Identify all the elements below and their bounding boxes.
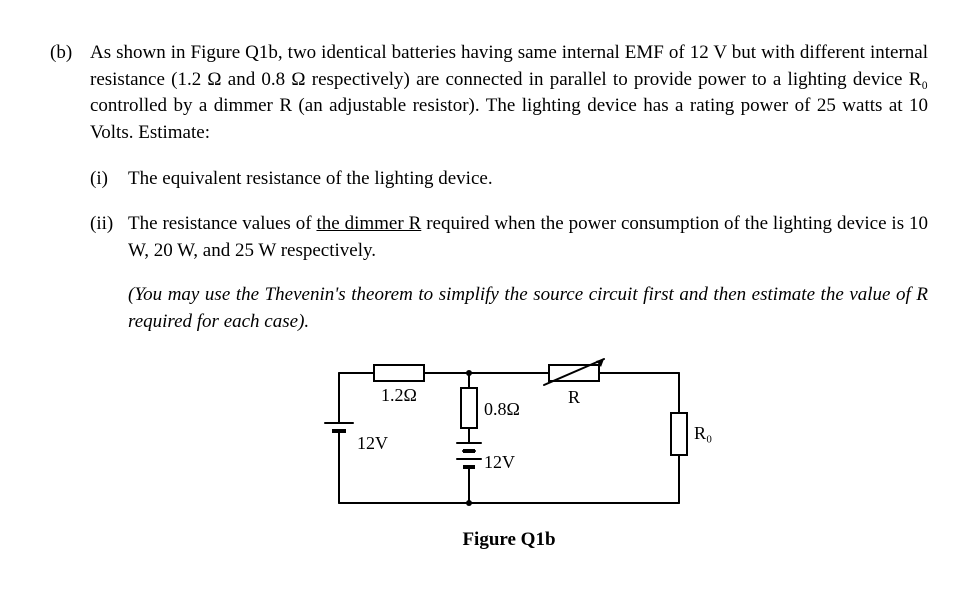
svg-text:R₀: R₀ <box>694 423 712 443</box>
subpart-ii-text-pre: The resistance values of <box>128 213 316 234</box>
subpart-i-text: The equivalent resistance of the lightin… <box>128 166 928 193</box>
figure-caption: Figure Q1b <box>90 527 928 554</box>
subpart-i: (i) The equivalent resistance of the lig… <box>90 166 928 193</box>
question-label: (b) <box>50 40 90 67</box>
svg-text:12V: 12V <box>357 433 388 453</box>
svg-text:1.2Ω: 1.2Ω <box>381 385 417 405</box>
question-b: (b) As shown in Figure Q1b, two identica… <box>50 40 928 554</box>
svg-text:12V: 12V <box>484 452 515 472</box>
question-intro: As shown in Figure Q1b, two identical ba… <box>90 40 928 146</box>
subpart-i-label: (i) <box>90 166 128 193</box>
subpart-ii: (ii) The resistance values of the dimmer… <box>90 211 928 335</box>
subpart-ii-hint: (You may use the Thevenin's theorem to s… <box>128 282 928 335</box>
svg-text:0.8Ω: 0.8Ω <box>484 399 520 419</box>
svg-text:R: R <box>568 387 580 407</box>
subpart-ii-label: (ii) <box>90 211 128 335</box>
question-body: As shown in Figure Q1b, two identical ba… <box>90 40 928 554</box>
subpart-ii-underlined: the dimmer R <box>316 213 421 234</box>
subpart-ii-body: The resistance values of the dimmer R re… <box>128 211 928 335</box>
circuit-diagram: 1.2Ω 0.8Ω 12V R R₀ 12V <box>299 353 719 523</box>
